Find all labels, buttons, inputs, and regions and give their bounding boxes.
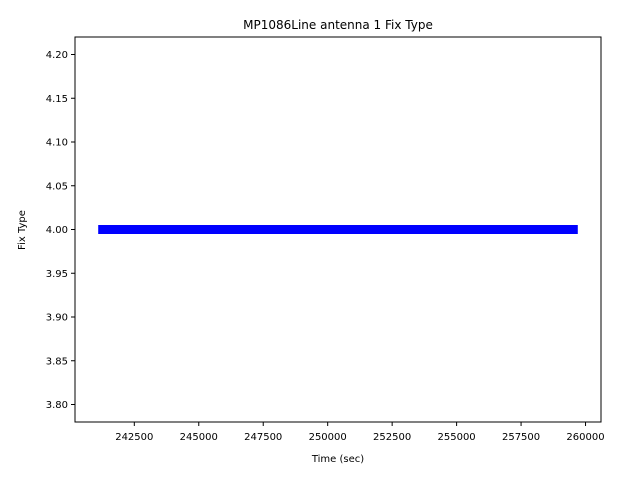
x-axis-label: Time (sec) (311, 454, 364, 465)
x-tick-label: 242500 (115, 432, 153, 443)
y-axis-label: Fix Type (17, 210, 28, 250)
y-tick-label: 4.05 (46, 181, 68, 192)
x-tick-label: 257500 (502, 432, 540, 443)
y-tick-label: 3.80 (46, 400, 68, 411)
y-tick-label: 3.95 (46, 269, 68, 280)
y-tick-label: 3.90 (46, 313, 68, 324)
x-tick-label: 255000 (438, 432, 476, 443)
y-tick-label: 4.15 (46, 94, 68, 105)
y-tick-label: 4.10 (46, 138, 68, 149)
x-tick-label: 260000 (566, 432, 604, 443)
y-tick-label: 4.00 (46, 225, 68, 236)
y-tick-label: 4.20 (46, 50, 68, 61)
y-tick-label: 3.85 (46, 356, 68, 367)
x-tick-label: 247500 (244, 432, 282, 443)
x-tick-label: 252500 (373, 432, 411, 443)
x-tick-label: 250000 (309, 432, 347, 443)
chart-title: MP1086Line antenna 1 Fix Type (243, 18, 433, 32)
plot-frame (74, 36, 602, 423)
x-tick-label: 245000 (180, 432, 218, 443)
